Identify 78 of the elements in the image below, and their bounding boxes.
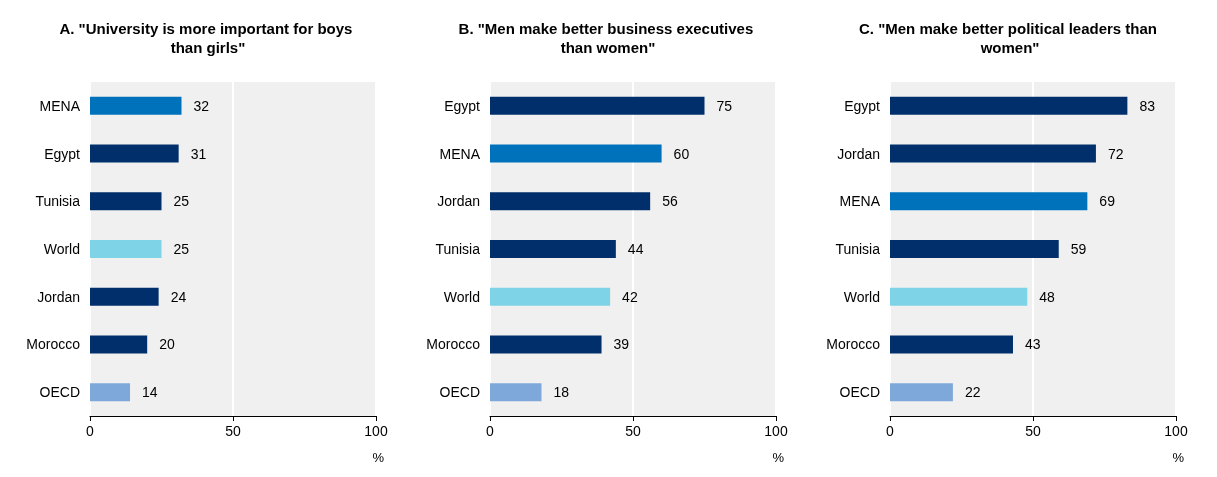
y-tick-label: Jordan [37, 288, 80, 305]
y-tick-label: OECD [839, 384, 880, 401]
bar [490, 287, 611, 306]
bar [90, 96, 182, 115]
x-tick-label: 100 [364, 423, 388, 439]
bar [490, 383, 542, 402]
data-label: 72 [1107, 145, 1124, 162]
y-tick-label: Jordan [837, 145, 880, 162]
bar [890, 383, 953, 402]
bar [890, 240, 1059, 258]
bar [490, 335, 602, 354]
data-label: 69 [1099, 193, 1116, 210]
y-tick-label: World [43, 241, 80, 257]
x-axis-title: % [772, 450, 785, 465]
bar [890, 335, 1013, 354]
bar [890, 287, 1028, 306]
bar [90, 287, 159, 306]
y-tick-label: Morocco [826, 336, 881, 353]
bar [490, 240, 616, 258]
y-tick-label: MENA [39, 97, 81, 114]
data-label: 14 [142, 384, 158, 401]
x-tick-label: 0 [486, 423, 495, 439]
bar [490, 144, 662, 163]
y-tick-label: OECD [39, 384, 80, 401]
y-tick-label: Tunisia [435, 241, 481, 257]
data-label: 24 [170, 288, 187, 305]
data-label: 56 [662, 193, 678, 210]
y-tick-label: Jordan [437, 193, 480, 210]
bar [90, 192, 162, 211]
x-tick-label: 50 [225, 423, 241, 439]
data-label: 60 [673, 145, 690, 162]
x-tick-label: 0 [886, 423, 895, 439]
x-tick-label: 100 [764, 423, 788, 439]
bar [490, 192, 651, 211]
data-label: 42 [622, 288, 638, 305]
x-tick-label: 0 [86, 423, 95, 439]
data-label: 44 [627, 241, 644, 257]
y-tick-label: World [843, 288, 880, 305]
y-tick-label: World [443, 288, 480, 305]
data-label: 31 [190, 145, 207, 162]
data-label: 75 [716, 97, 733, 114]
data-label: 43 [1024, 336, 1041, 353]
bar [890, 144, 1096, 163]
y-tick-label: MENA [839, 193, 881, 210]
data-label: 22 [964, 384, 981, 401]
chart-title: C. "Men make better political leaders than women" [858, 20, 1158, 56]
data-label: 48 [1039, 288, 1056, 305]
y-tick-label: OECD [439, 384, 480, 401]
data-label: 59 [1070, 241, 1087, 257]
data-label: 25 [173, 193, 190, 210]
x-axis-title: % [372, 450, 385, 465]
bar [490, 96, 705, 115]
chart-title: B. "Men make better business executives than women" [458, 20, 758, 56]
data-label: 20 [159, 336, 175, 353]
data-label: 18 [553, 384, 570, 401]
data-label: 32 [193, 97, 210, 114]
x-tick-label: 50 [1025, 423, 1041, 439]
data-label: 83 [1139, 97, 1156, 114]
y-tick-label: Egypt [444, 97, 481, 114]
x-tick-label: 100 [1164, 423, 1188, 439]
data-label: 25 [173, 241, 190, 257]
y-tick-label: MENA [439, 145, 481, 162]
y-tick-label: Egypt [844, 97, 881, 114]
bar [90, 240, 162, 258]
bar [890, 96, 1128, 115]
y-tick-label: Tunisia [35, 193, 81, 210]
bar [890, 192, 1088, 211]
y-tick-label: Morocco [26, 336, 81, 353]
bar [90, 144, 179, 163]
chart-title: A. "University is more important for boys than girls" [59, 20, 357, 56]
data-label: 39 [613, 336, 630, 353]
bar [90, 383, 131, 402]
y-tick-label: Egypt [44, 145, 81, 162]
x-axis-title: % [1172, 450, 1185, 465]
y-tick-label: Morocco [426, 336, 481, 353]
y-tick-label: Tunisia [835, 241, 881, 257]
bar [90, 335, 148, 354]
x-tick-label: 50 [625, 423, 641, 439]
